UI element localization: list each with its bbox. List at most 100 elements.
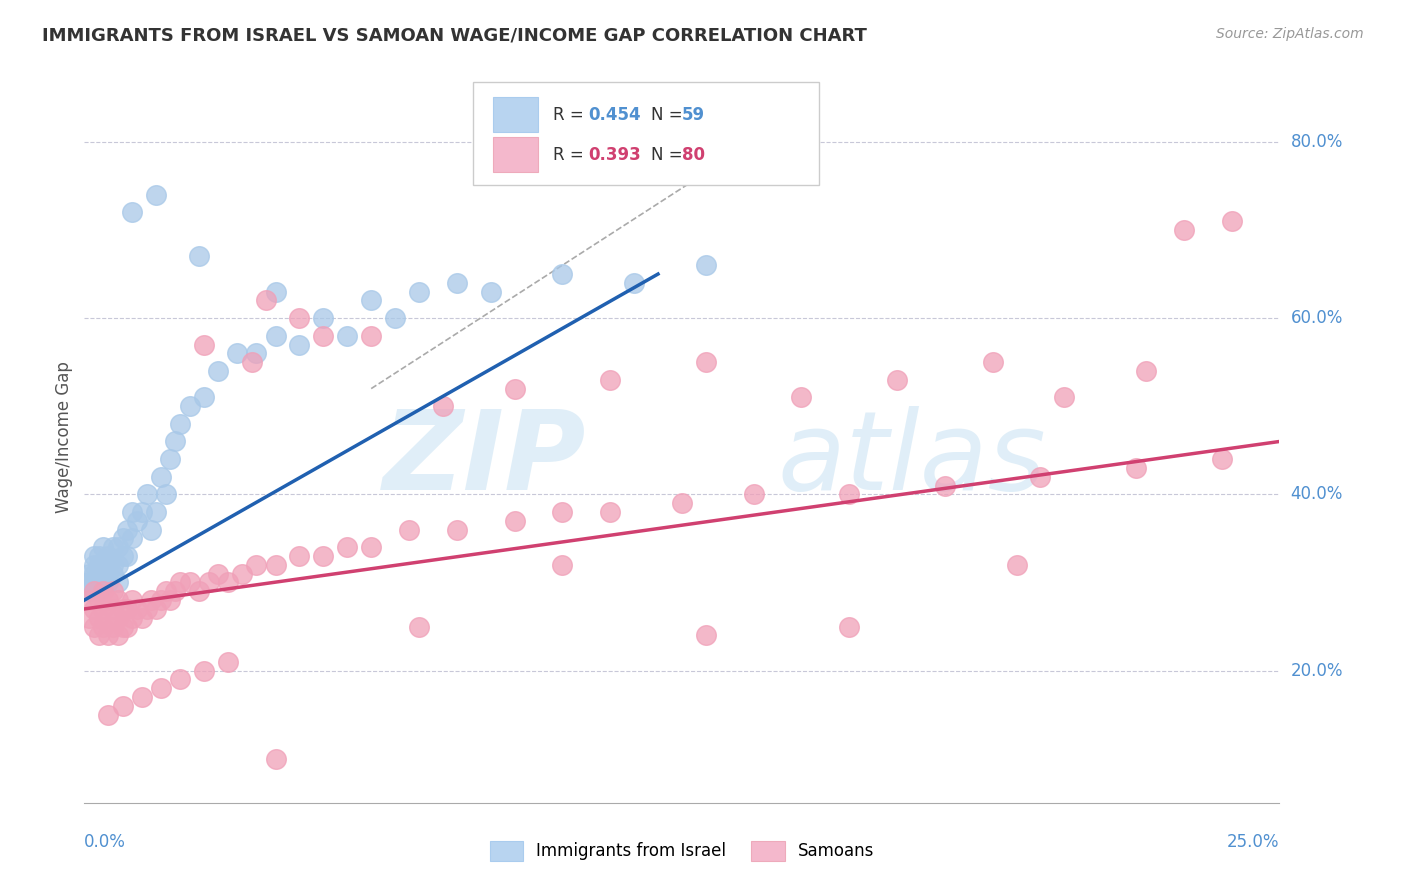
Text: 0.0%: 0.0% (84, 833, 127, 851)
Text: atlas: atlas (778, 406, 1046, 513)
Point (398, 523, 420, 537)
Point (145, 505, 167, 519)
Point (93, 602, 115, 616)
Point (93, 584, 115, 599)
Point (97, 549, 120, 563)
Point (83, 584, 105, 599)
Point (87, 593, 110, 607)
Point (77, 611, 100, 625)
Text: ZIP: ZIP (382, 406, 586, 513)
Text: Source: ZipAtlas.com: Source: ZipAtlas.com (1216, 27, 1364, 41)
Y-axis label: Wage/Income Gap: Wage/Income Gap (55, 361, 73, 513)
Point (312, 311, 335, 326)
Point (107, 558, 129, 572)
Point (121, 611, 143, 625)
Text: 40.0%: 40.0% (1291, 485, 1343, 503)
Point (360, 328, 382, 343)
Point (87, 628, 110, 642)
Point (312, 549, 335, 563)
Point (245, 346, 267, 360)
Legend: Immigrants from Israel, Samoans: Immigrants from Israel, Samoans (482, 834, 882, 868)
Point (101, 566, 124, 581)
Point (1173, 223, 1195, 237)
Point (111, 698, 134, 713)
Point (87, 566, 110, 581)
Point (121, 593, 143, 607)
Point (207, 364, 229, 378)
Point (111, 619, 134, 633)
Text: R =: R = (553, 145, 589, 164)
Point (117, 602, 139, 616)
Point (169, 673, 191, 687)
Text: R =: R = (553, 105, 589, 123)
Point (97, 628, 120, 642)
Point (107, 593, 129, 607)
Point (101, 540, 124, 554)
Point (165, 434, 187, 449)
Point (226, 346, 249, 360)
Point (193, 391, 215, 405)
Point (886, 373, 908, 387)
Point (432, 399, 454, 413)
Point (97, 575, 120, 590)
Text: N =: N = (651, 105, 688, 123)
Point (107, 575, 129, 590)
Point (188, 584, 211, 599)
Point (169, 417, 191, 431)
Point (479, 285, 502, 299)
Point (408, 285, 430, 299)
Text: N =: N = (651, 145, 688, 164)
Point (131, 611, 153, 625)
Point (408, 619, 430, 633)
Point (1029, 469, 1052, 483)
Point (838, 619, 860, 633)
Point (599, 373, 621, 387)
Point (77, 575, 100, 590)
Point (264, 558, 287, 572)
Point (207, 566, 229, 581)
Point (117, 549, 139, 563)
Point (97, 593, 120, 607)
Point (1005, 558, 1028, 572)
Point (288, 337, 311, 351)
Point (384, 311, 406, 326)
Point (121, 532, 143, 546)
Point (155, 584, 177, 599)
Point (107, 611, 129, 625)
Point (981, 355, 1004, 369)
Point (838, 487, 860, 501)
Point (336, 540, 359, 554)
Point (155, 487, 177, 501)
Point (107, 540, 129, 554)
Point (264, 285, 287, 299)
Point (695, 355, 717, 369)
Point (141, 523, 163, 537)
Point (77, 584, 100, 599)
Point (135, 602, 157, 616)
FancyBboxPatch shape (494, 97, 538, 132)
Text: 0.393: 0.393 (589, 145, 641, 164)
Point (131, 505, 153, 519)
Point (87, 575, 110, 590)
Point (135, 487, 157, 501)
Point (117, 523, 139, 537)
Point (231, 566, 253, 581)
Point (125, 514, 148, 528)
Point (149, 681, 172, 696)
Point (790, 391, 813, 405)
Point (240, 355, 263, 369)
Text: 0.454: 0.454 (589, 105, 641, 123)
Point (83, 575, 105, 590)
Point (446, 276, 468, 290)
Point (623, 276, 645, 290)
Point (179, 399, 201, 413)
Point (93, 575, 115, 590)
Point (101, 619, 124, 633)
Point (169, 575, 191, 590)
Point (1053, 391, 1076, 405)
Point (193, 337, 215, 351)
Point (97, 558, 120, 572)
Point (101, 558, 124, 572)
Point (934, 478, 956, 492)
Point (93, 566, 115, 581)
